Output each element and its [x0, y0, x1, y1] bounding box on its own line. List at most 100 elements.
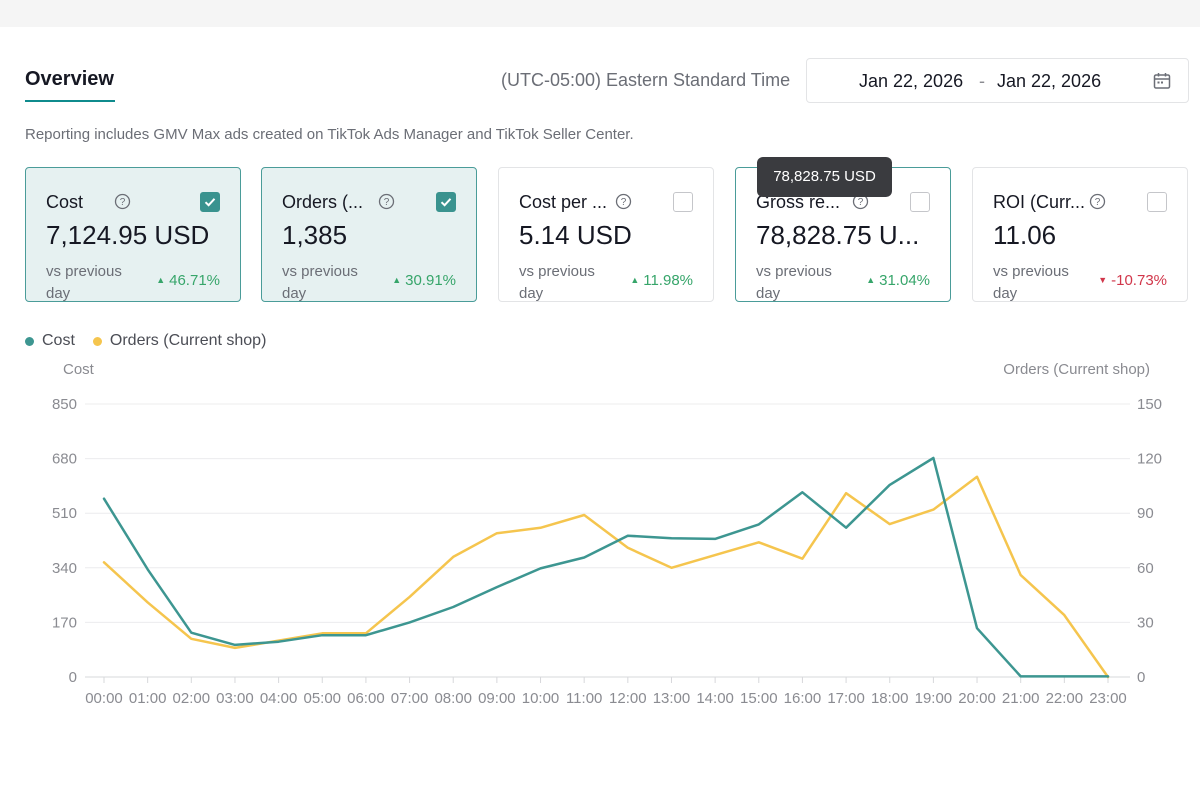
card-delta: ▲ 46.71% [156, 272, 220, 289]
card-title: ROI (Curr... [993, 192, 1086, 212]
x-tick-label: 11:00 [566, 690, 602, 707]
metric-card-cost-per-order[interactable]: Cost per ... ? 5.14 USD vs previous day … [498, 167, 714, 302]
legend-item-cost[interactable]: Cost [25, 332, 75, 350]
card-value: 5.14 USD [519, 220, 632, 250]
card-delta: ▲ 30.91% [392, 272, 456, 289]
x-tick-label: 14:00 [696, 690, 734, 707]
x-tick-label: 20:00 [958, 690, 996, 707]
x-tick-label: 08:00 [434, 690, 472, 707]
arrow-up-icon: ▲ [866, 275, 876, 285]
reporting-note: Reporting includes GMV Max ads created o… [25, 126, 634, 143]
card-vs-label: vs previous day [519, 263, 595, 302]
right-tick-label: 30 [1137, 614, 1154, 631]
help-icon[interactable]: ? [378, 193, 395, 210]
card-value: 7,124.95 USD [46, 220, 210, 250]
left-axis-title: Cost [63, 361, 95, 378]
legend-item-orders[interactable]: Orders (Current shop) [92, 332, 267, 350]
x-tick-label: 18:00 [871, 690, 909, 707]
x-tick-label: 00:00 [85, 690, 123, 707]
date-separator: - [979, 71, 985, 91]
card-value: 1,385 [282, 220, 348, 250]
x-tick-label: 21:00 [1002, 690, 1040, 707]
arrow-up-icon: ▲ [630, 275, 640, 285]
card-vs-label: vs previous day [756, 263, 832, 302]
card-value: 11.06 [993, 220, 1057, 250]
card-checkbox[interactable] [200, 192, 220, 212]
right-tick-label: 60 [1137, 560, 1154, 577]
card-delta: ▼ -10.73% [1098, 272, 1167, 289]
help-icon[interactable]: ? [615, 193, 632, 210]
x-tick-label: 15:00 [740, 690, 778, 707]
left-tick-label: 510 [52, 505, 77, 522]
card-title: Cost per ... [519, 192, 608, 212]
x-tick-label: 09:00 [478, 690, 516, 707]
card-title: Cost [46, 192, 84, 212]
x-tick-label: 06:00 [347, 690, 385, 707]
x-tick-label: 19:00 [915, 690, 953, 707]
x-tick-label: 04:00 [260, 690, 298, 707]
x-tick-label: 03:00 [216, 690, 254, 707]
legend-dot-icon [25, 336, 34, 346]
left-tick-label: 850 [52, 396, 77, 413]
right-tick-label: 150 [1137, 396, 1162, 413]
x-tick-label: 22:00 [1046, 690, 1084, 707]
card-checkbox[interactable] [1147, 192, 1167, 212]
left-tick-label: 680 [52, 451, 77, 468]
tab-active-indicator [25, 100, 115, 102]
card-title: Gross re... [756, 192, 841, 212]
series-line-orders [102, 475, 1110, 679]
x-tick-label: 05:00 [303, 690, 341, 707]
help-icon[interactable]: ? [114, 193, 131, 210]
card-vs-label: vs previous day [46, 263, 122, 302]
card-title: Orders (... [282, 192, 364, 212]
arrow-up-icon: ▲ [156, 275, 166, 285]
right-tick-label: 0 [1137, 669, 1145, 686]
card-checkbox[interactable] [910, 192, 930, 212]
left-tick-label: 0 [69, 669, 77, 686]
date-end[interactable]: Jan 22, 2026 [997, 71, 1102, 91]
card-vs-label: vs previous day [282, 263, 358, 302]
metric-card-roi[interactable]: ROI (Curr... ? 11.06 vs previous day ▼ -1… [972, 167, 1188, 302]
card-delta: ▲ 11.98% [630, 272, 693, 289]
chart-legend: Cost Orders (Current shop) [25, 332, 284, 350]
legend-label: Cost [42, 332, 75, 349]
svg-text:?: ? [384, 197, 390, 208]
svg-text:?: ? [120, 197, 126, 208]
svg-text:?: ? [858, 197, 864, 208]
left-tick-label: 340 [52, 560, 77, 577]
right-axis-title: Orders (Current shop) [1003, 361, 1150, 378]
card-delta: ▲ 31.04% [866, 272, 930, 289]
card-checkbox[interactable] [436, 192, 456, 212]
svg-text:?: ? [1095, 197, 1101, 208]
value-tooltip: 78,828.75 USD [757, 157, 892, 197]
series-line-cost [102, 456, 1110, 678]
svg-text:?: ? [621, 197, 627, 208]
x-tick-label: 01:00 [129, 690, 167, 707]
date-range-picker[interactable]: Jan 22, 2026 - Jan 22, 2026 [806, 58, 1189, 103]
left-tick-label: 170 [52, 614, 77, 631]
date-start[interactable]: Jan 22, 2026 [859, 71, 964, 91]
timezone-label: (UTC-05:00) Eastern Standard Time [501, 70, 791, 90]
metric-card-cost[interactable]: Cost ? 7,124.95 USD vs previous day ▲ 46.… [25, 167, 241, 302]
calendar-icon[interactable] [1152, 71, 1172, 91]
arrow-up-icon: ▲ [392, 275, 402, 285]
right-tick-label: 120 [1137, 451, 1162, 468]
legend-label: Orders (Current shop) [109, 332, 267, 349]
card-checkbox[interactable] [673, 192, 693, 212]
x-tick-label: 02:00 [173, 690, 211, 707]
legend-dot-icon [92, 336, 102, 346]
line-chart[interactable]: Cost Orders (Current shop) 0 170 340 510 680 85… [0, 350, 1200, 720]
x-tick-label: 12:00 [609, 690, 647, 707]
x-tick-label: 23:00 [1089, 690, 1127, 707]
right-tick-label: 90 [1137, 505, 1154, 522]
tab-overview[interactable]: Overview [25, 68, 114, 90]
card-vs-label: vs previous day [993, 263, 1069, 302]
x-tick-label: 07:00 [391, 690, 429, 707]
top-band [0, 0, 1200, 27]
x-tick-label: 16:00 [784, 690, 822, 707]
arrow-down-icon: ▼ [1098, 275, 1108, 285]
help-icon[interactable]: ? [1089, 193, 1106, 210]
x-tick-label: 13:00 [653, 690, 691, 707]
x-tick-label: 17:00 [827, 690, 865, 707]
metric-card-orders[interactable]: Orders (... ? 1,385 vs previous day ▲ 30.… [261, 167, 477, 302]
